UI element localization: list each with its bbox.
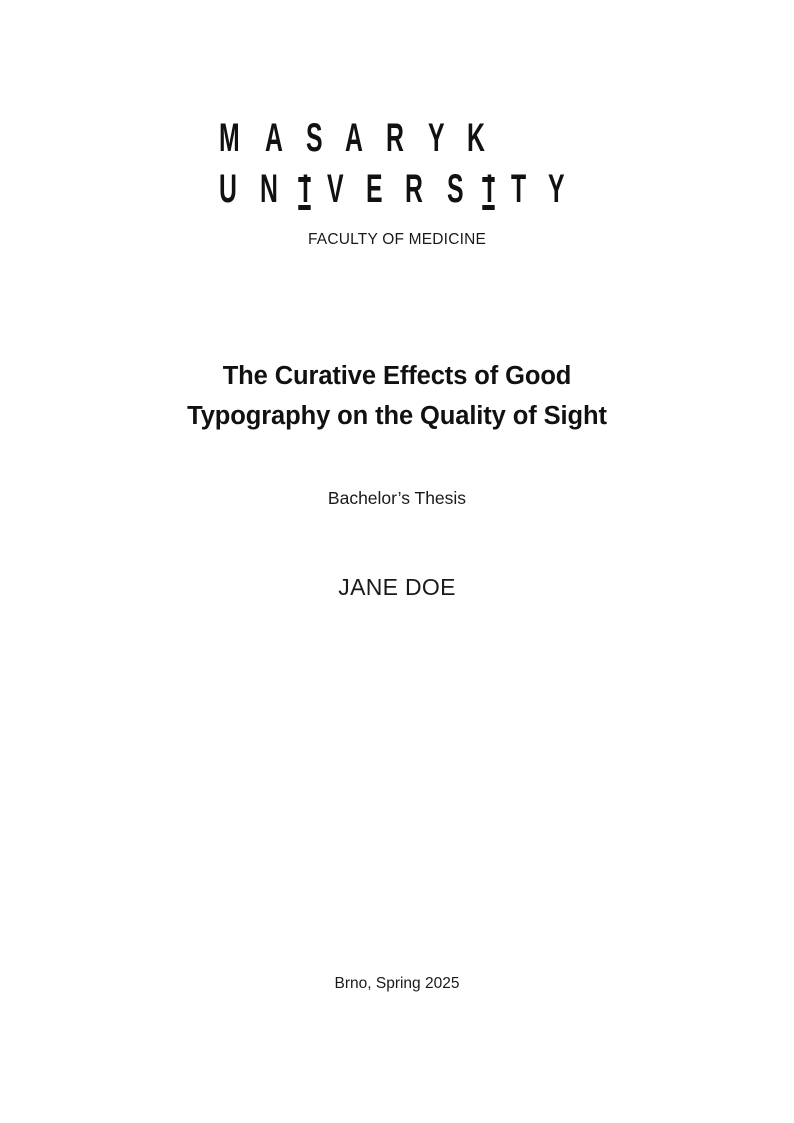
logo-glyph-t: T	[511, 167, 527, 211]
logo-glyph-e: E	[366, 167, 383, 211]
logo-glyph-s2: S	[446, 167, 464, 211]
place-and-date: Brno, Spring 2025	[334, 975, 460, 992]
logo-glyph-y: Y	[427, 116, 445, 160]
thesis-kind: Bachelor’s Thesis	[327, 488, 467, 508]
university-logo-line-university: U N I V E R S I T Y	[219, 167, 575, 211]
logo-glyph-r2: R	[405, 167, 424, 211]
logo-glyph-y2: Y	[548, 167, 565, 211]
logo-glyph-m: M	[219, 116, 240, 160]
thesis-title-line-1: The Curative Effects of Good	[222, 362, 572, 390]
author-name: JANE DOE	[338, 574, 456, 600]
logo-glyph-r: R	[386, 116, 405, 160]
logo-glyph-k: K	[466, 116, 485, 160]
logo-glyph-i2: I	[482, 167, 495, 211]
university-logo-line-masaryk: M A S A R Y K	[219, 118, 496, 158]
university-logo-wordmark: M A S A R Y K U N I V E R S I T Y	[219, 118, 575, 211]
thesis-title-line-2: Typography on the Quality of Sight	[187, 402, 607, 430]
university-logo: M A S A R Y K U N I V E R S I T Y	[0, 118, 794, 211]
logo-glyph-i1: I	[297, 167, 311, 211]
logo-glyph-a1: A	[264, 116, 283, 160]
thesis-title: The Curative Effects of Good Typography …	[0, 356, 794, 436]
faculty-name: FACULTY OF MEDICINE	[307, 231, 487, 248]
logo-glyph-s: S	[306, 116, 323, 160]
logo-glyph-u: U	[219, 167, 237, 211]
logo-glyph-a2: A	[345, 116, 364, 160]
logo-glyph-n: N	[260, 167, 279, 211]
logo-glyph-v: V	[327, 167, 344, 211]
